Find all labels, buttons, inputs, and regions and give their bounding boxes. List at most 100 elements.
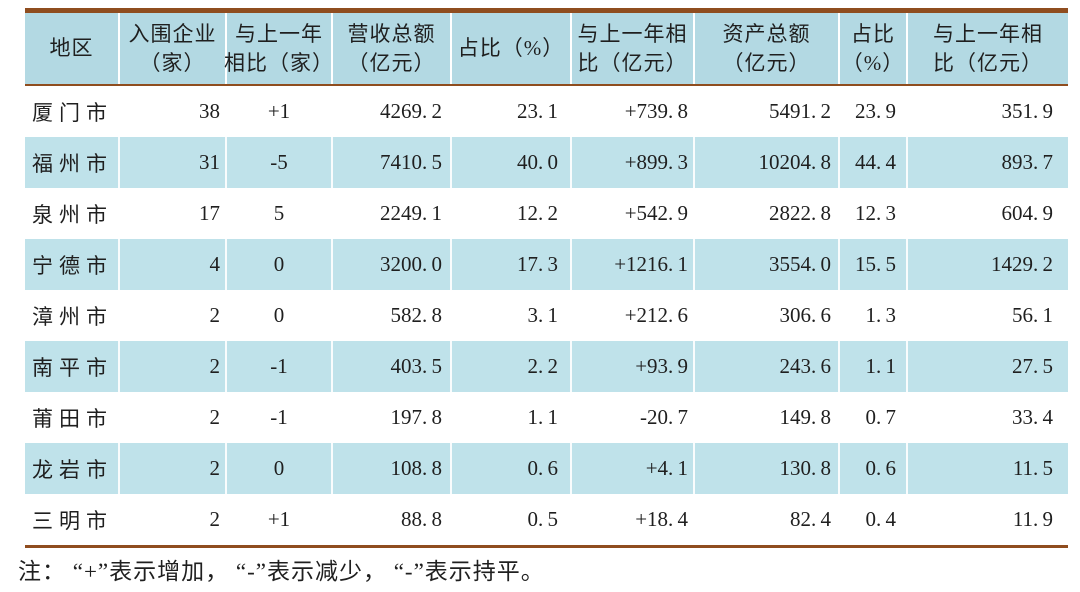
table-row-sanming: 三明市 2 +1 88. 8 0. 5 +18. 4 82. 4 0. 4 11… — [25, 494, 1068, 545]
cell-revenue-share: 0. 6 — [452, 443, 572, 494]
cell-enterprises: 2 — [120, 341, 227, 392]
cell-revenue: 4269. 2 — [333, 86, 452, 137]
footnote: 注： “+”表示增加， “-”表示减少， “-”表示持平。 — [18, 559, 545, 584]
cell-revenue: 582. 8 — [333, 290, 452, 341]
cell-assets-share: 0. 4 — [840, 494, 908, 545]
cell-assets-yoy: 56. 1 — [1012, 303, 1053, 327]
cell-yoy-count: -5 — [227, 137, 333, 188]
cell-assets: 149. 8 — [695, 392, 840, 443]
cell-revenue-share: 23. 1 — [452, 86, 572, 137]
cell-revenue: 403. 5 — [333, 341, 452, 392]
cell-assets-yoy: 33. 4 — [1012, 405, 1053, 429]
cell-region: 三明市 — [25, 494, 120, 545]
cell-assets-share: 0. 7 — [840, 392, 908, 443]
cell-revenue-yoy: +739. 8 — [572, 86, 695, 137]
cell-yoy-count: 0 — [227, 290, 333, 341]
cell-revenue-share: 17. 3 — [452, 239, 572, 290]
cell-assets: 10204. 8 — [695, 137, 840, 188]
table-header-row: 地区 入围企业 （家） 与上一年 相比（家） 营收总额 （亿元） 占比（%） 与上一年… — [25, 13, 1068, 86]
cell-region: 宁德市 — [25, 239, 120, 290]
header-cell-revenue-share: 占比（%） — [452, 13, 572, 84]
cell-yoy-count: +1 — [227, 494, 333, 545]
cell-revenue: 197. 8 — [333, 392, 452, 443]
cell-revenue-yoy: +899. 3 — [572, 137, 695, 188]
cell-assets-share: 1. 1 — [840, 341, 908, 392]
cell-revenue: 2249. 1 — [333, 188, 452, 239]
cell-assets: 306. 6 — [695, 290, 840, 341]
cell-region: 南平市 — [25, 341, 120, 392]
header-cell-assets-share: 占比 （%） — [840, 13, 908, 84]
cell-revenue-yoy: +93. 9 — [572, 341, 695, 392]
cell-assets-share: 23. 9 — [840, 86, 908, 137]
table-row-nanping: 南平市 2 -1 403. 5 2. 2 +93. 9 243. 6 1. 1 … — [25, 341, 1068, 392]
cell-enterprises: 38 — [120, 86, 227, 137]
cell-revenue-share: 3. 1 — [452, 290, 572, 341]
cell-revenue: 108. 8 — [333, 443, 452, 494]
cell-assets-share: 12. 3 — [840, 188, 908, 239]
cell-region: 泉州市 — [25, 188, 120, 239]
cell-assets-yoy: 27. 5 — [1012, 354, 1053, 378]
cell-assets-yoy: 11. 5 — [1012, 456, 1053, 480]
header-cell-assets: 资产总额 （亿元） — [695, 13, 840, 84]
cell-revenue-share: 1. 1 — [452, 392, 572, 443]
header-cell-yoy-count: 与上一年 相比（家） — [224, 13, 333, 84]
cell-enterprises: 17 — [120, 188, 227, 239]
table-row-putian: 莆田市 2 -1 197. 8 1. 1 -20. 7 149. 8 0. 7 … — [25, 392, 1068, 443]
cell-region: 福州市 — [25, 137, 120, 188]
cell-region: 厦门市 — [25, 86, 120, 137]
table-row-xiamen: 厦门市 38 +1 4269. 2 23. 1 +739. 8 5491. 2 … — [25, 86, 1068, 137]
region-ranking-table: 地区 入围企业 （家） 与上一年 相比（家） 营收总额 （亿元） 占比（%） 与上一年… — [25, 8, 1068, 548]
cell-revenue-yoy: -20. 7 — [572, 392, 695, 443]
cell-yoy-count: 0 — [227, 443, 333, 494]
cell-region: 漳州市 — [25, 290, 120, 341]
table-row-fuzhou: 福州市 31 -5 7410. 5 40. 0 +899. 3 10204. 8… — [25, 137, 1068, 188]
cell-revenue-yoy: +1216. 1 — [572, 239, 695, 290]
cell-revenue-yoy: +212. 6 — [572, 290, 695, 341]
header-cell-enterprises: 入围企业 （家） — [120, 13, 227, 84]
cell-revenue: 88. 8 — [333, 494, 452, 545]
cell-revenue-share: 40. 0 — [452, 137, 572, 188]
cell-enterprises: 2 — [120, 290, 227, 341]
cell-assets-share: 15. 5 — [840, 239, 908, 290]
table-row-zhangzhou: 漳州市 2 0 582. 8 3. 1 +212. 6 306. 6 1. 3 … — [25, 290, 1068, 341]
cell-assets-yoy: 11. 9 — [1012, 507, 1053, 531]
cell-assets-yoy: 351. 9 — [1001, 99, 1053, 123]
cell-revenue: 3200. 0 — [333, 239, 452, 290]
cell-revenue-share: 0. 5 — [452, 494, 572, 545]
cell-region: 莆田市 — [25, 392, 120, 443]
cell-assets-yoy: 604. 9 — [1001, 201, 1053, 225]
cell-region: 龙岩市 — [25, 443, 120, 494]
header-cell-revenue: 营收总额 （亿元） — [333, 13, 452, 84]
cell-assets-share: 44. 4 — [840, 137, 908, 188]
cell-assets: 3554. 0 — [695, 239, 840, 290]
cell-assets: 82. 4 — [695, 494, 840, 545]
cell-yoy-count: -1 — [227, 392, 333, 443]
cell-enterprises: 31 — [120, 137, 227, 188]
cell-yoy-count: -1 — [227, 341, 333, 392]
cell-assets-yoy: 1429. 2 — [991, 252, 1053, 276]
cell-assets-yoy: 893. 7 — [1001, 150, 1053, 174]
header-cell-revenue-yoy: 与上一年相 比（亿元） — [572, 13, 695, 84]
cell-yoy-count: 5 — [227, 188, 333, 239]
cell-revenue-yoy: +542. 9 — [572, 188, 695, 239]
table-row-ningde: 宁德市 4 0 3200. 0 17. 3 +1216. 1 3554. 0 1… — [25, 239, 1068, 290]
cell-assets: 5491. 2 — [695, 86, 840, 137]
cell-assets-share: 0. 6 — [840, 443, 908, 494]
table-row-quanzhou: 泉州市 17 5 2249. 1 12. 2 +542. 9 2822. 8 1… — [25, 188, 1068, 239]
header-cell-region: 地区 — [25, 13, 120, 84]
cell-assets: 130. 8 — [695, 443, 840, 494]
cell-enterprises: 2 — [120, 494, 227, 545]
cell-yoy-count: 0 — [227, 239, 333, 290]
cell-enterprises: 2 — [120, 443, 227, 494]
table-row-longyan: 龙岩市 2 0 108. 8 0. 6 +4. 1 130. 8 0. 6 11… — [25, 443, 1068, 494]
cell-enterprises: 4 — [120, 239, 227, 290]
cell-assets: 2822. 8 — [695, 188, 840, 239]
cell-revenue-yoy: +4. 1 — [572, 443, 695, 494]
cell-yoy-count: +1 — [227, 86, 333, 137]
cell-revenue-share: 12. 2 — [452, 188, 572, 239]
cell-revenue-yoy: +18. 4 — [572, 494, 695, 545]
cell-revenue-share: 2. 2 — [452, 341, 572, 392]
header-cell-assets-yoy: 与上一年相 比（亿元） — [933, 21, 1043, 75]
cell-assets-share: 1. 3 — [840, 290, 908, 341]
